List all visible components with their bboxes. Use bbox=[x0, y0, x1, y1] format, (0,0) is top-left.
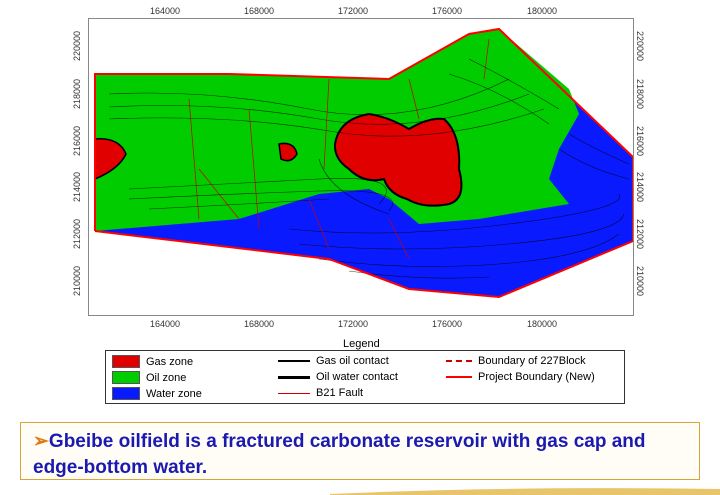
boundary-227-swatch bbox=[446, 360, 472, 362]
legend-water-zone-label: Water zone bbox=[146, 387, 202, 400]
x-tick-bottom: 172000 bbox=[338, 319, 369, 329]
y-tick-left: 210000 bbox=[72, 265, 82, 297]
oil-water-contact-swatch bbox=[278, 375, 310, 379]
project-boundary bbox=[94, 27, 633, 299]
gas-zone-left bbox=[94, 138, 127, 181]
fault-lines bbox=[188, 38, 490, 260]
legend-oil-water-contact: Oil water contact bbox=[278, 371, 398, 383]
reservoir-map bbox=[94, 27, 633, 299]
legend-water-zone: Water zone bbox=[112, 387, 202, 400]
x-tick-bottom: 164000 bbox=[150, 319, 181, 329]
b21-fault-swatch bbox=[278, 392, 310, 394]
y-tick-right: 216000 bbox=[635, 125, 645, 157]
caption-text: ➢Gbeibe oilfield is a fractured carbonat… bbox=[33, 429, 687, 481]
gas-zone-small bbox=[278, 142, 298, 162]
legend-gas-oil-contact: Gas oil contact bbox=[278, 355, 389, 367]
y-tick-left: 214000 bbox=[72, 171, 82, 203]
y-tick-left: 218000 bbox=[72, 78, 82, 110]
bullet-arrow-icon: ➢ bbox=[33, 431, 49, 452]
water-zone-swatch bbox=[112, 387, 140, 400]
caption-box: ➢Gbeibe oilfield is a fractured carbonat… bbox=[20, 422, 700, 480]
gas-zone-swatch bbox=[112, 355, 140, 368]
x-tick-top: 164000 bbox=[150, 6, 181, 16]
y-tick-right: 214000 bbox=[635, 171, 645, 203]
project-boundary-swatch bbox=[446, 376, 472, 378]
oil-zone-swatch bbox=[112, 371, 140, 384]
legend-gas-zone: Gas zone bbox=[112, 355, 193, 368]
x-tick-bottom: 168000 bbox=[244, 319, 275, 329]
x-tick-bottom: 180000 bbox=[527, 319, 558, 329]
y-tick-right: 210000 bbox=[635, 265, 645, 297]
legend: Gas zone Oil zone Water zone Gas oil con… bbox=[105, 350, 625, 404]
y-tick-right: 220000 bbox=[635, 30, 645, 62]
legend-boundary-227: Boundary of 227Block bbox=[446, 355, 586, 367]
legend-oil-water-contact-label: Oil water contact bbox=[316, 371, 398, 383]
legend-b21-fault: B21 Fault bbox=[278, 387, 363, 399]
x-tick-top: 180000 bbox=[527, 6, 558, 16]
x-tick-top: 176000 bbox=[432, 6, 463, 16]
contour-lines bbox=[108, 58, 630, 279]
legend-project-boundary: Project Boundary (New) bbox=[446, 371, 595, 383]
decorative-swoosh bbox=[330, 488, 720, 495]
y-tick-left: 220000 bbox=[72, 30, 82, 62]
x-tick-bottom: 176000 bbox=[432, 319, 463, 329]
legend-gas-oil-contact-label: Gas oil contact bbox=[316, 355, 389, 367]
gas-oil-contact-swatch bbox=[278, 360, 310, 362]
y-tick-left: 216000 bbox=[72, 125, 82, 157]
caption-body: Gbeibe oilfield is a fractured carbonate… bbox=[33, 431, 646, 478]
y-tick-right: 218000 bbox=[635, 78, 645, 110]
x-tick-top: 168000 bbox=[244, 6, 275, 16]
legend-oil-zone-label: Oil zone bbox=[146, 371, 187, 384]
y-tick-right: 212000 bbox=[635, 218, 645, 250]
gas-zone-main bbox=[333, 112, 463, 207]
legend-project-boundary-label: Project Boundary (New) bbox=[478, 371, 595, 383]
x-tick-top: 172000 bbox=[338, 6, 369, 16]
legend-boundary-227-label: Boundary of 227Block bbox=[478, 355, 586, 367]
legend-gas-zone-label: Gas zone bbox=[146, 355, 194, 368]
map-frame: 164000 168000 172000 176000 180000 16400… bbox=[72, 6, 645, 329]
y-tick-left: 212000 bbox=[72, 218, 82, 250]
legend-b21-fault-label: B21 Fault bbox=[316, 387, 364, 399]
legend-title: Legend bbox=[343, 338, 380, 350]
legend-oil-zone: Oil zone bbox=[112, 371, 186, 384]
